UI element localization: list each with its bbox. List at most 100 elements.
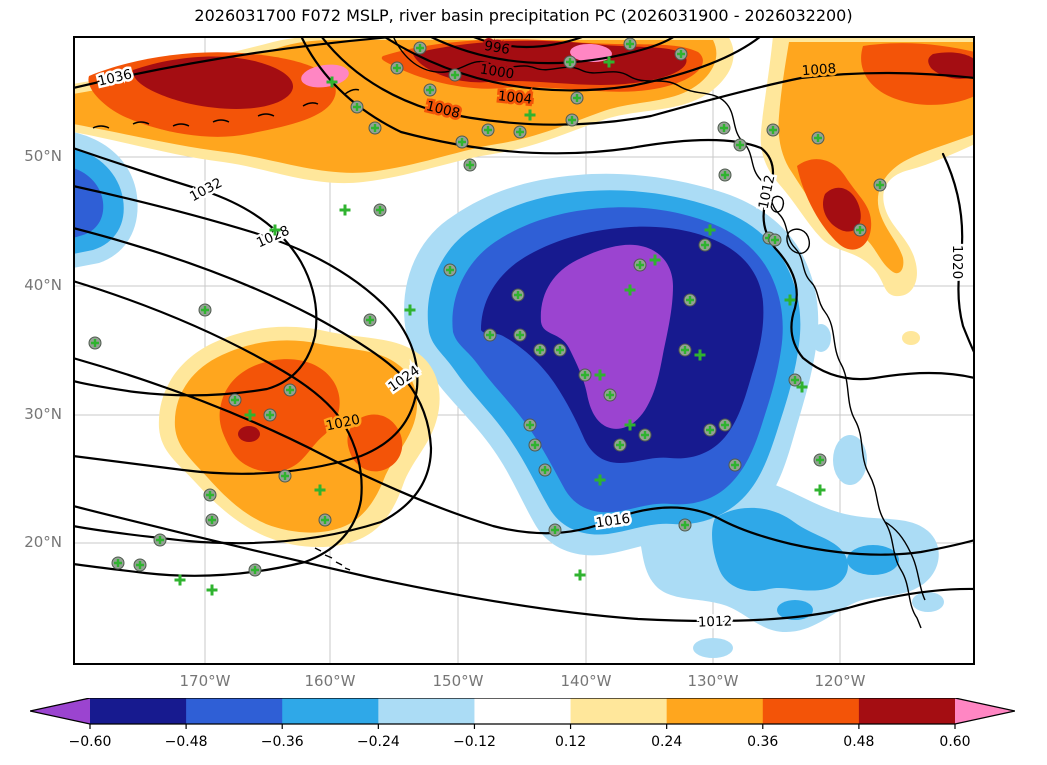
station-marker-circle (678, 518, 692, 532)
colorbar-segment (666, 698, 764, 724)
station-marker-circle (205, 513, 219, 527)
station-marker-circle (153, 533, 167, 547)
fill-central-purple (540, 244, 673, 429)
isobar-1036 (73, 36, 405, 90)
lat-tick-label: 50°N (24, 147, 62, 165)
colorbar-tick-label: −0.36 (260, 734, 304, 750)
station-marker-plus (694, 349, 706, 361)
station-marker-circle (718, 418, 732, 432)
colorbar-tick-label: −0.60 (68, 734, 112, 750)
fill-darkred-coast (822, 187, 861, 232)
station-marker-circle (413, 41, 427, 55)
isobar-1016 (73, 356, 975, 556)
fill-subtrop-darkred (238, 426, 260, 442)
station-marker-circle (350, 100, 364, 114)
station-marker-circle (553, 343, 567, 357)
contour-label: 1032 (187, 175, 225, 205)
station-marker-circle (528, 438, 542, 452)
fill-southeast-medium (712, 507, 848, 591)
colorbar-tick-label: 0.48 (843, 734, 875, 750)
station-marker-circle (88, 336, 102, 350)
isobar-1008 (319, 36, 975, 126)
station-marker-circle (548, 523, 562, 537)
fill-darkred-west (132, 56, 294, 109)
station-marker-circle (703, 423, 717, 437)
station-marker-plus (524, 109, 536, 121)
lon-tick-label: 150°W (432, 672, 484, 690)
station-marker-circle (443, 263, 457, 277)
station-marker-circle (373, 203, 387, 217)
colorbar-tick-label: 0.36 (747, 734, 779, 750)
station-marker-circle (228, 393, 242, 407)
lat-tick-label: 40°N (24, 276, 62, 294)
isobar-1012-north (299, 36, 975, 381)
colorbar-tick-label: 0.24 (651, 734, 683, 750)
station-marker-plus (574, 569, 586, 581)
station-marker-plus (784, 294, 796, 306)
contour-label: 1012 (698, 613, 733, 630)
station-marker-circle (733, 138, 747, 152)
station-marker-circle (483, 328, 497, 342)
station-marker-circle (533, 343, 547, 357)
station-marker-plus (206, 584, 218, 596)
mslp-contours (73, 36, 975, 623)
colorbar-tick-label: 0.60 (939, 734, 971, 750)
colorbar-arrow-left (30, 698, 90, 724)
lat-tick-label: 30°N (24, 405, 62, 423)
isobar-1024 (73, 226, 433, 545)
station-marker-plus (404, 304, 416, 316)
fill-darkred-corner (928, 52, 975, 79)
colorbar-segment (378, 698, 475, 724)
station-marker-circle (203, 488, 217, 502)
plot-border (73, 36, 975, 665)
station-marker-circle (683, 293, 697, 307)
station-marker-plus (603, 56, 615, 68)
station-marker-plus (594, 474, 606, 486)
station-marker-circle (455, 135, 469, 149)
station-marker-circle (623, 37, 637, 51)
station-marker-plus (314, 484, 326, 496)
station-marker-plus (624, 419, 636, 431)
colorbar-segment (762, 698, 860, 724)
isobar-1012-south (73, 504, 975, 623)
lat-tick-label: 20°N (24, 533, 62, 551)
station-marker-circle (766, 123, 780, 137)
station-marker-circle (318, 513, 332, 527)
fill-coast-yellow-dot (902, 331, 920, 345)
island-vancouver (786, 228, 810, 254)
contour-label: 1012 (756, 174, 779, 211)
station-marker-circle (578, 368, 592, 382)
islands-aleutian (92, 88, 360, 129)
station-marker-circle (563, 55, 577, 69)
lon-tick-label: 140°W (560, 672, 612, 690)
station-marker-circle (603, 388, 617, 402)
fill-pale-patch-3 (912, 592, 944, 612)
station-marker-circle (728, 458, 742, 472)
station-marker-plus (326, 76, 338, 88)
lon-tick-label: 120°W (814, 672, 866, 690)
coastline-baja (884, 521, 926, 601)
lon-tick-label: 130°W (687, 672, 739, 690)
station-marker-circle (633, 258, 647, 272)
contour-label: 1016 (595, 511, 631, 532)
island-haida-gwaii (770, 195, 785, 213)
isobar-1028 (73, 184, 419, 475)
station-marker-circle (613, 438, 627, 452)
station-marker-plus (624, 284, 636, 296)
fill-west-blue (73, 168, 104, 238)
station-marker-plus (594, 369, 606, 381)
station-marker-plus (649, 254, 661, 266)
station-marker-plus (174, 574, 186, 586)
station-marker-circle (678, 343, 692, 357)
station-marker-circle (111, 556, 125, 570)
station-marker-circle (718, 168, 732, 182)
colorbar-segment (858, 698, 956, 724)
isobar-1020 (73, 279, 363, 577)
station-marker-circle (283, 383, 297, 397)
colorbar-tick-label: −0.12 (452, 734, 496, 750)
page-title: 2026031700 F072 MSLP, river basin precip… (194, 6, 853, 25)
fill-pale-patch-4 (693, 638, 733, 658)
fill-subtrop-core-2 (347, 414, 403, 472)
station-marker-plus (796, 381, 808, 393)
isobar-1004 (381, 36, 763, 92)
